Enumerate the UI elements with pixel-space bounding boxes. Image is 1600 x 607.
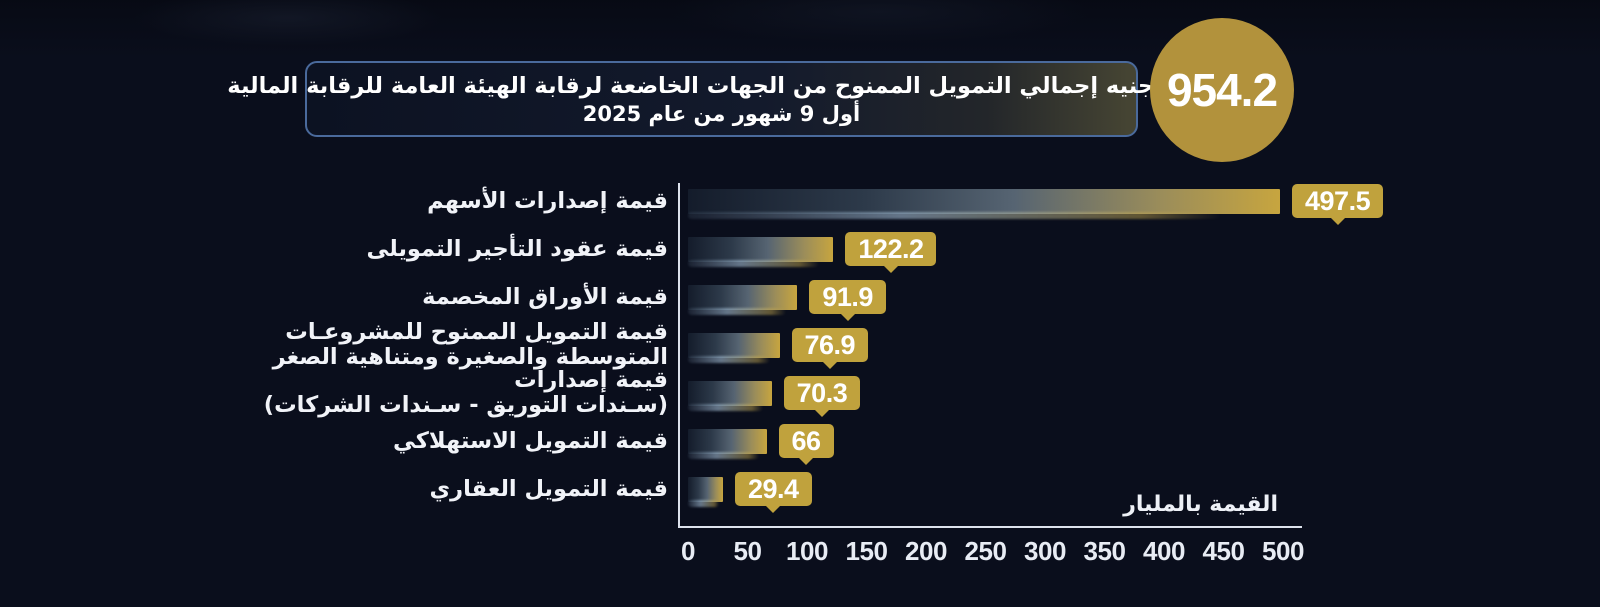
bar — [688, 476, 723, 502]
category-label: قيمة التمويل الممنوح للمشروعـات المتوسطة … — [272, 319, 668, 370]
axis-unit-label: القيمة بالمليار — [1123, 492, 1278, 517]
total-value-badge: 954.2 — [1150, 18, 1294, 162]
value-callout: 91.9 — [809, 280, 886, 314]
x-tick-label: 50 — [733, 536, 762, 566]
bar — [688, 188, 1281, 214]
x-tick-label: 400 — [1143, 536, 1185, 566]
total-value: 954.2 — [1166, 64, 1278, 116]
bar-glow — [688, 403, 764, 411]
category-label: قيمة عقود التأجير التمويلى — [366, 235, 669, 262]
category-label: قيمة التمويل الاستهلاكي — [393, 427, 668, 454]
bar — [688, 428, 767, 454]
x-tick-label: 100 — [786, 536, 828, 566]
x-tick-label: 250 — [964, 536, 1007, 566]
y-axis-line — [678, 183, 680, 528]
bar-glow — [688, 259, 819, 267]
x-tick-label: 0 — [681, 536, 695, 566]
value-callout: 497.5 — [1292, 184, 1384, 218]
bar-glow — [688, 211, 1221, 219]
x-tick-label: 300 — [1024, 536, 1066, 566]
x-tick-label: 200 — [905, 536, 947, 566]
bar — [688, 380, 772, 406]
x-tick-label: 150 — [845, 536, 888, 566]
bar-glow — [688, 355, 771, 363]
x-tick-label: 500 — [1262, 536, 1304, 566]
bar — [688, 236, 834, 262]
value-callout: 76.9 — [791, 328, 869, 362]
page-title: مليار جنيه إجمالي التمويل الممنوح من الج… — [227, 73, 1216, 99]
category-label: قيمة الأوراق المخصمة — [422, 283, 668, 310]
bar-glow — [688, 451, 759, 459]
value-callout: 70.3 — [783, 376, 861, 410]
x-axis-line — [678, 526, 1302, 528]
bar — [688, 284, 798, 310]
x-tick-label: 350 — [1083, 536, 1126, 566]
category-label: قيمة التمويل العقاري — [429, 475, 668, 502]
header-title-box: مليار جنيه إجمالي التمويل الممنوح من الج… — [227, 61, 1216, 137]
value-callout: 29.4 — [734, 472, 812, 506]
category-label: قيمة إصدارات الأسهم — [427, 187, 668, 214]
value-callout: 66 — [778, 424, 834, 458]
bar-glow — [688, 307, 787, 315]
bar — [688, 332, 780, 358]
category-label: قيمة إصدارات (سـندات التوريق - سـندات الش… — [263, 367, 668, 418]
page-subtitle: أول 9 شهور من عام 2025 — [582, 102, 861, 126]
value-callout: 122.2 — [845, 232, 937, 266]
x-tick-label: 450 — [1202, 536, 1245, 566]
bar-glow — [688, 499, 720, 507]
